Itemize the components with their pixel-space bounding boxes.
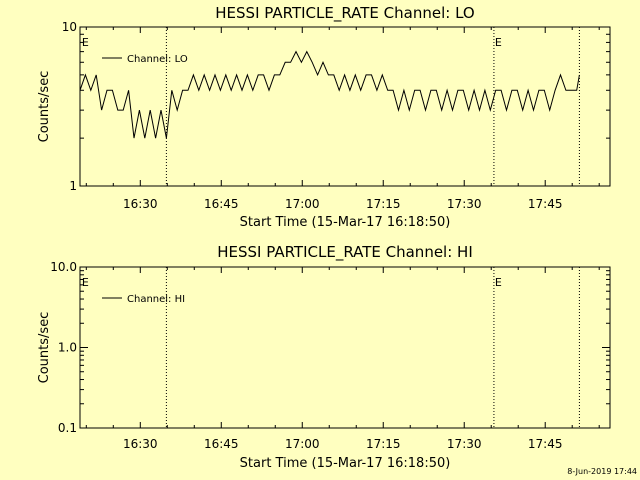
- panel-hi: HESSI PARTICLE_RATE Channel: HI Start Tim…: [37, 243, 611, 471]
- x-tick-label: 17:45: [528, 197, 563, 211]
- y-tick-label: 0.1: [58, 421, 77, 435]
- chart-title: HESSI PARTICLE_RATE Channel: HI: [217, 243, 473, 262]
- y-axis-label: Counts/sec: [37, 71, 52, 143]
- plot-frame: [79, 266, 611, 429]
- x-tick-label: 17:30: [447, 437, 482, 451]
- chart-title: HESSI PARTICLE_RATE Channel: LO: [215, 4, 474, 23]
- y-axis-label: Counts/sec: [37, 312, 52, 384]
- y-tick-label: 1: [69, 179, 77, 193]
- x-axis-label: Start Time (15-Mar-17 16:18:50): [240, 215, 451, 230]
- x-tick-label: 17:15: [366, 437, 401, 451]
- x-tick-label: 16:45: [204, 197, 239, 211]
- legend-entry: Channel: LO: [127, 54, 188, 65]
- x-tick-label: 17:00: [285, 197, 320, 211]
- event-marker: E: [495, 276, 502, 289]
- x-tick-label: 16:30: [123, 197, 158, 211]
- y-tick-label: 10.0: [50, 260, 77, 274]
- x-axis-label: Start Time (15-Mar-17 16:18:50): [240, 456, 451, 471]
- x-tick-label: 17:30: [447, 197, 482, 211]
- event-marker: E: [82, 276, 89, 289]
- x-tick-label: 17:15: [366, 197, 401, 211]
- plot-frame: [79, 26, 611, 187]
- panel-lo: HESSI PARTICLE_RATE Channel: LO Start Tim…: [37, 4, 611, 230]
- event-marker: E: [82, 36, 89, 49]
- x-tick-label: 16:30: [123, 437, 158, 451]
- legend-entry: Channel: HI: [127, 294, 185, 305]
- x-tick-label: 17:45: [528, 437, 563, 451]
- series-line-lo: [79, 50, 580, 139]
- x-tick-label: 16:45: [204, 437, 239, 451]
- event-marker: E: [495, 36, 502, 49]
- timestamp-footer: 8-Jun-2019 17:44: [567, 467, 637, 476]
- y-tick-label: 1.0: [58, 341, 77, 355]
- x-tick-label: 17:00: [285, 437, 320, 451]
- y-tick-label: 10: [62, 20, 77, 34]
